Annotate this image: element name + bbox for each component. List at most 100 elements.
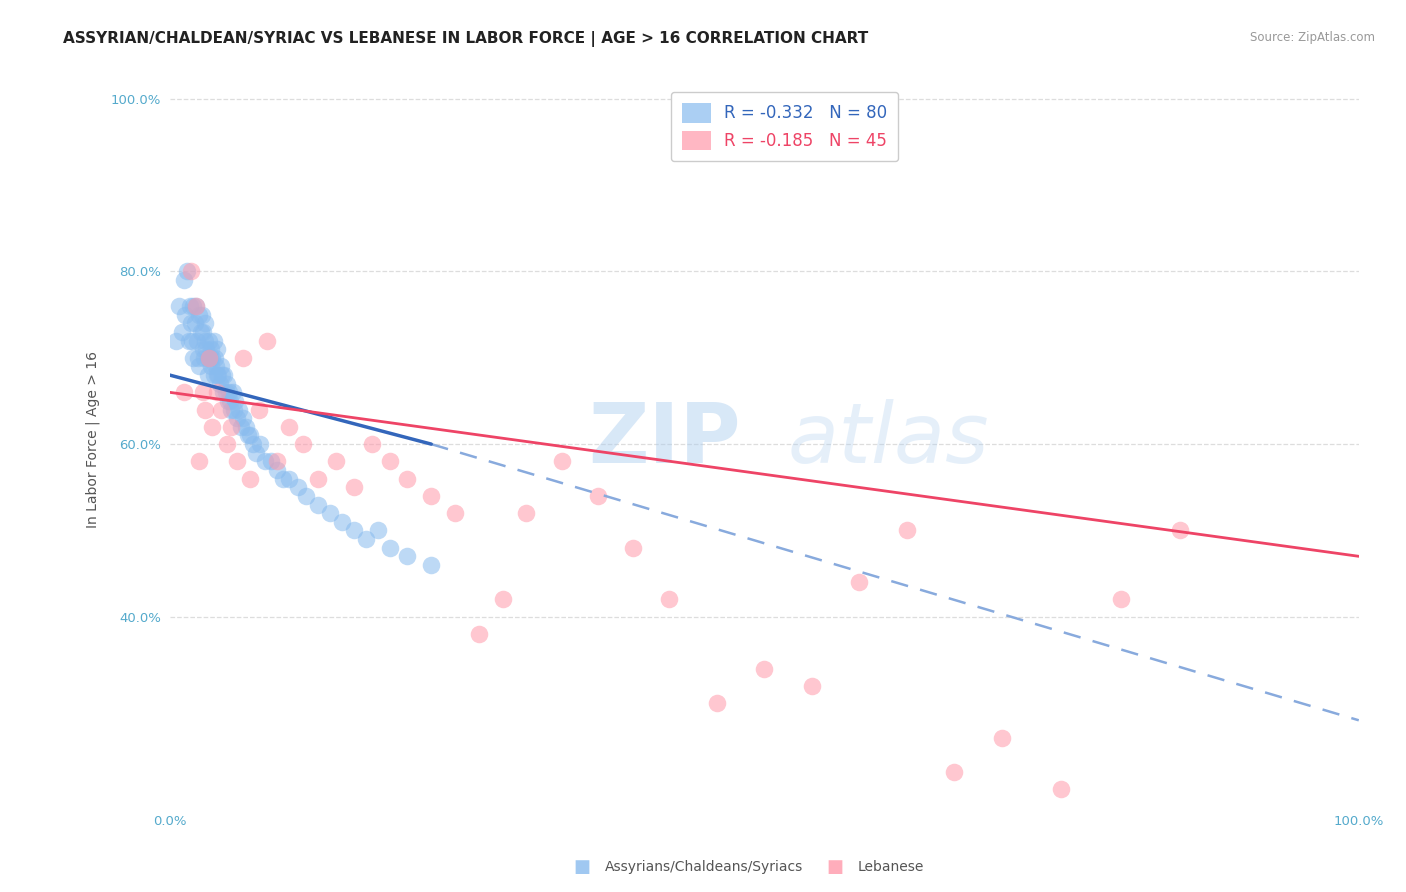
Point — [420, 558, 443, 572]
Point — [245, 446, 267, 460]
Point — [219, 394, 242, 409]
Text: ■: ■ — [574, 858, 591, 876]
Point — [658, 592, 681, 607]
Point — [1050, 782, 1073, 797]
Point — [177, 334, 200, 348]
Point — [191, 325, 214, 339]
Point — [214, 385, 236, 400]
Point — [197, 351, 219, 365]
Point — [215, 376, 238, 391]
Point — [367, 524, 389, 538]
Point — [173, 385, 195, 400]
Point — [848, 575, 870, 590]
Point — [188, 359, 211, 374]
Point — [214, 368, 236, 382]
Point — [295, 489, 318, 503]
Point — [212, 385, 235, 400]
Point — [200, 359, 222, 374]
Point — [221, 402, 243, 417]
Point — [586, 489, 609, 503]
Point — [198, 351, 221, 365]
Point — [228, 402, 250, 417]
Point — [205, 368, 228, 382]
Point — [222, 402, 245, 417]
Point — [165, 334, 187, 348]
Point — [173, 273, 195, 287]
Point — [287, 480, 309, 494]
Point — [174, 308, 197, 322]
Point — [190, 308, 212, 322]
Point — [215, 437, 238, 451]
Point — [176, 264, 198, 278]
Point — [194, 316, 217, 330]
Point — [183, 351, 205, 365]
Point — [307, 472, 329, 486]
Point — [180, 316, 202, 330]
Point — [242, 437, 264, 451]
Point — [221, 420, 243, 434]
Point — [253, 454, 276, 468]
Point — [191, 342, 214, 356]
Point — [202, 334, 225, 348]
Point — [218, 385, 240, 400]
Point — [943, 765, 966, 780]
Point — [209, 359, 232, 374]
Point — [378, 541, 401, 555]
Point — [378, 454, 401, 468]
Point — [183, 299, 205, 313]
Point — [249, 437, 271, 451]
Point — [180, 264, 202, 278]
Point — [202, 368, 225, 382]
Point — [621, 541, 644, 555]
Point — [266, 454, 288, 468]
Point — [232, 411, 254, 425]
Point — [319, 506, 342, 520]
Y-axis label: In Labor Force | Age > 16: In Labor Force | Age > 16 — [86, 351, 100, 528]
Point — [232, 351, 254, 365]
Point — [291, 437, 314, 451]
Point — [343, 480, 366, 494]
Point — [167, 299, 190, 313]
Point — [325, 454, 347, 468]
Point — [271, 472, 294, 486]
Point — [420, 489, 443, 503]
Point — [444, 506, 467, 520]
Point — [200, 342, 222, 356]
Point — [187, 351, 209, 365]
Point — [1170, 524, 1192, 538]
Point — [221, 385, 243, 400]
Point — [468, 627, 491, 641]
Point — [217, 394, 239, 409]
Point — [183, 316, 205, 330]
Point — [209, 402, 232, 417]
Point — [188, 308, 211, 322]
Point — [396, 549, 419, 564]
Point — [307, 498, 329, 512]
Point — [551, 454, 574, 468]
Point — [204, 351, 226, 365]
Point — [205, 342, 228, 356]
Point — [800, 679, 823, 693]
Point — [229, 420, 252, 434]
Point — [515, 506, 537, 520]
Point — [181, 334, 204, 348]
Point — [186, 334, 208, 348]
Point — [207, 368, 229, 382]
Point — [191, 385, 214, 400]
Point — [277, 420, 299, 434]
Point — [198, 334, 221, 348]
Point — [201, 420, 224, 434]
Point — [360, 437, 382, 451]
Point — [208, 376, 231, 391]
Point — [205, 359, 228, 374]
Point — [239, 472, 262, 486]
Legend: R = -0.332   N = 80, R = -0.185   N = 45: R = -0.332 N = 80, R = -0.185 N = 45 — [671, 92, 898, 161]
Point — [205, 385, 228, 400]
Point — [224, 394, 246, 409]
Point — [343, 524, 366, 538]
Point — [194, 402, 217, 417]
Text: Lebanese: Lebanese — [858, 860, 924, 874]
Point — [194, 334, 217, 348]
Point — [239, 428, 262, 442]
Point — [170, 325, 193, 339]
